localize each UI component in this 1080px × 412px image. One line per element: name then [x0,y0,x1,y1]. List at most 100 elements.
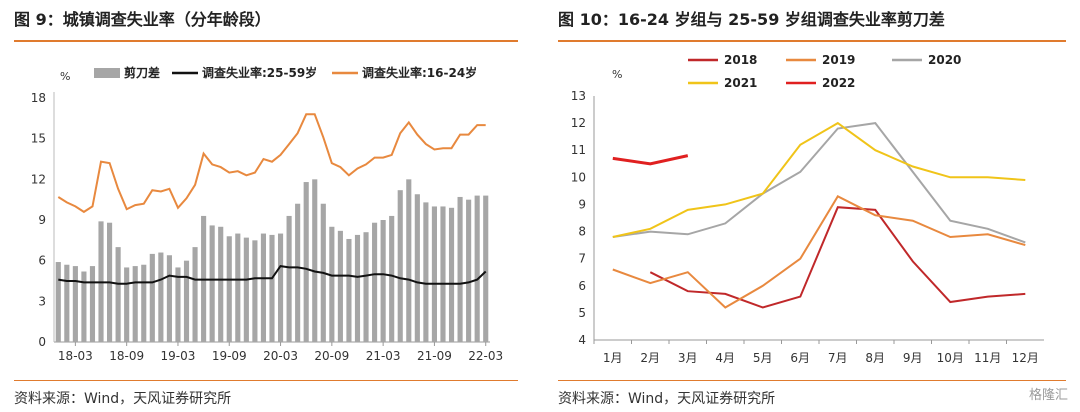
x-tick-label: 8月 [865,351,885,365]
watermark-logo: 格隆汇 [1028,388,1068,403]
bar-mark [329,226,335,342]
bar-mark [414,194,420,342]
bar-mark [158,252,164,342]
bar-mark [175,267,181,342]
y-tick-label: 9 [578,197,586,211]
right-chart-title: 图 10：16-24 岁组与 25-59 岁组调查失业率剪刀差 [558,10,945,29]
x-tick-label: 21-09 [417,349,452,363]
right-source-note: 资料来源：Wind，天风证券研究所 [558,391,776,407]
bar-mark [243,237,249,342]
bar-mark [448,207,455,342]
bar-mark [89,266,96,342]
x-tick-label: 7月 [828,351,848,365]
left-chart-title: 图 9：城镇调查失业率（分年龄段） [14,10,271,29]
y-tick-label: 13 [571,89,586,103]
series-line [612,194,1026,309]
series-line [612,122,1026,244]
y-tick-label: 15 [31,132,46,146]
left-chart: % 0 3 6 9 12 15 18 18-03 18-09 19-03 19-09 20-03 20-0… [31,65,503,363]
left-source-rule [14,380,518,381]
bar-mark [269,234,275,342]
bar-mark [380,220,386,342]
legend-label: 剪刀差 [124,65,160,80]
y-tick-label: 11 [571,143,586,157]
y-tick-label: 6 [38,254,46,268]
bar-mark [132,266,138,342]
bar-mark [55,262,61,342]
bar-mark [397,190,403,342]
bar-mark [431,206,437,342]
legend-label: 2018 [724,53,757,67]
bar-mark [183,260,190,342]
y-axis-unit: % [612,68,622,81]
right-chart: % 4 5 6 7 8 9 10 11 12 13 1月 2月 3月 4月 5月 6月 7月 8月 9月 10月 11月 1… [571,53,1044,365]
x-tick-label: 19-09 [212,349,247,363]
series-line [612,121,1026,238]
bar-mark [81,271,87,342]
bar-mark [149,253,155,342]
bar-mark [440,206,446,342]
bar-mark [389,215,395,342]
x-tick-label: 22-03 [468,349,503,363]
x-tick-label: 3月 [678,351,698,365]
right-source-rule [558,380,1066,381]
x-tick-label: 19-03 [161,349,196,363]
bar-mark [260,233,267,342]
bar-mark [218,226,224,342]
y-tick-label: 18 [31,91,46,105]
bar-mark [354,234,361,342]
y-tick-label: 10 [571,170,586,184]
bar-mark [286,215,292,342]
x-tick-label: 20-03 [263,349,298,363]
y-tick-label: 12 [31,172,46,186]
y-tick-label: 4 [578,333,586,347]
bar-mark [235,233,241,342]
bar-mark [64,264,70,342]
y-tick-label: 3 [38,294,46,308]
bar-mark [192,247,198,342]
legend-label: 调查失业率:25-59岁 [202,65,317,80]
left-title-rule [14,40,518,42]
right-title-rule [558,40,1066,42]
x-tick-label: 18-09 [109,349,144,363]
bar-mark [115,247,121,342]
right-chart-panel: 图 10：16-24 岁组与 25-59 岁组调查失业率剪刀差 % 4 5 6 7 8 9 1… [558,0,1066,412]
bar-mark [312,179,318,342]
x-tick-label: 6月 [790,351,810,365]
y-tick-label: 9 [38,213,46,227]
bar-mark [295,203,301,342]
bar-mark [457,196,463,342]
x-tick-label: 12月 [1012,351,1039,365]
bar-mark [363,232,369,342]
bar-mark [72,266,78,342]
y-tick-label: 12 [571,116,586,130]
y-tick-label: 5 [578,306,586,320]
series-line [612,154,689,166]
y-axis-unit: % [60,70,70,83]
x-tick-label: 10月 [937,351,964,365]
y-tick-label: 6 [578,279,586,293]
bar-mark [277,233,284,342]
x-tick-label: 1月 [603,351,623,365]
bar-mark [372,222,378,342]
bar-mark [124,267,130,342]
bar-mark [474,195,480,342]
bar-mark [406,179,412,342]
x-tick-label: 2月 [640,351,660,365]
y-tick-label: 0 [38,335,46,349]
bar-mark [209,225,215,342]
bar-mark [252,240,258,342]
x-tick-label: 21-03 [366,349,401,363]
bar-mark [337,230,343,342]
bar-mark [166,255,172,342]
x-tick-label: 9月 [903,351,923,365]
y-tick-label: 8 [578,225,586,239]
bar-mark [303,182,309,342]
bar-mark [423,202,429,342]
y-tick-label: 7 [578,252,586,266]
bar-mark [141,264,147,342]
legend-label: 2022 [822,76,855,90]
x-tick-label: 5月 [753,351,773,365]
series-line [57,113,486,214]
bar-mark [466,199,472,342]
